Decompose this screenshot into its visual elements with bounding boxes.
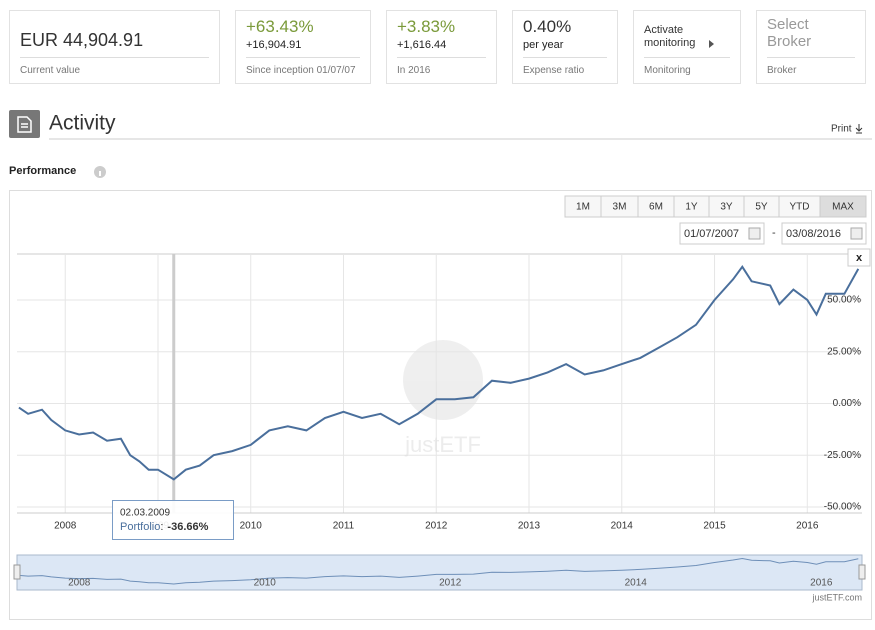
card-label: Broker — [767, 65, 797, 76]
x-tick-label: 2008 — [54, 521, 77, 532]
range-label: 3M — [613, 202, 627, 213]
card-sub: +1,616.44 — [397, 39, 447, 51]
tooltip-value: -36.66% — [167, 521, 208, 533]
x-tick-label: 2013 — [518, 521, 541, 532]
y-tick-label: -25.00% — [824, 450, 861, 461]
x-tick-label: 2011 — [333, 521, 355, 532]
navigator-label: 2014 — [625, 578, 648, 589]
navigator[interactable] — [16, 554, 863, 591]
date-to-input[interactable] — [781, 222, 867, 245]
card-sub: per year — [523, 39, 564, 51]
performance-title: Performance — [9, 165, 76, 177]
tooltip-series: Portfolio — [120, 521, 160, 533]
tooltip-body: Portfolio: -36.66% — [120, 521, 209, 533]
separator — [246, 57, 360, 58]
separator — [397, 57, 486, 58]
card-value: Select Broker — [767, 16, 812, 50]
date-from-input[interactable] — [679, 222, 765, 245]
navigator-handle[interactable] — [13, 564, 21, 580]
range-label: MAX — [832, 202, 854, 213]
card-label: Monitoring — [644, 65, 691, 76]
card-label: Since inception 01/07/07 — [246, 65, 356, 76]
date-to: 03/08/2016 — [786, 228, 841, 240]
range-label: 1Y — [685, 202, 698, 213]
broker-card[interactable]: Select Broker Broker — [756, 10, 866, 84]
document-icon — [17, 116, 32, 133]
navigator-label: 2008 — [68, 578, 91, 589]
x-tick-label: 2016 — [796, 521, 819, 532]
navigator-label: 2012 — [439, 578, 462, 589]
navigator-handle[interactable] — [858, 564, 866, 580]
close-button[interactable] — [847, 248, 871, 267]
card-label: Current value — [20, 65, 81, 76]
x-tick-label: 2014 — [611, 521, 634, 532]
grid — [17, 253, 862, 513]
card-value: +63.43% — [246, 17, 314, 36]
card-value: +3.83% — [397, 17, 456, 36]
y-tick-label: 25.00% — [827, 346, 861, 357]
range-button[interactable] — [564, 195, 602, 218]
separator — [20, 57, 209, 58]
x-tick-label: 2015 — [703, 521, 726, 532]
range-label: 3Y — [720, 202, 733, 213]
range-button[interactable] — [708, 195, 745, 218]
card-label: Expense ratio — [523, 65, 585, 76]
card-value: 0.40% — [523, 17, 572, 36]
separator — [767, 57, 855, 58]
calendar-icon — [850, 227, 863, 240]
close-label: x — [856, 252, 863, 264]
card-sub: +16,904.91 — [246, 39, 302, 51]
range-button[interactable] — [637, 195, 675, 218]
print-link[interactable]: Print — [831, 124, 852, 135]
activity-icon — [9, 110, 40, 138]
watermark-logo — [403, 340, 483, 420]
card-value: Activate monitoring — [644, 24, 696, 49]
range-button[interactable] — [778, 195, 821, 218]
navigator-label: 2010 — [254, 578, 277, 589]
x-tick-label: 2009 — [147, 521, 170, 532]
range-label: 5Y — [755, 202, 768, 213]
card-label: In 2016 — [397, 65, 431, 76]
print-icon — [855, 124, 863, 134]
date-from: 01/07/2007 — [684, 228, 739, 240]
watermark-text: justETF — [404, 432, 481, 457]
calendar-icon — [748, 227, 761, 240]
navigator-line — [18, 557, 859, 585]
card-value: EUR 44,904.91 — [20, 30, 144, 50]
x-tick-label: 2010 — [240, 521, 263, 532]
navigator-label: 2016 — [810, 578, 833, 589]
arrow-icon — [709, 40, 714, 48]
tooltip-sep: : — [160, 521, 163, 533]
card: +63.43% +16,904.91 Since inception 01/07… — [235, 10, 371, 84]
card: EUR 44,904.91 Current value — [9, 10, 220, 84]
range-label: 6M — [649, 202, 663, 213]
chart-panel — [9, 190, 872, 620]
range-button[interactable] — [819, 195, 867, 218]
separator — [523, 57, 607, 58]
watermark: justETF — [403, 340, 483, 457]
credit: justETF.com — [811, 592, 862, 602]
card: 0.40% per year Expense ratio — [512, 10, 618, 84]
y-tick-label: 0.00% — [833, 398, 861, 409]
x-tick-label: 2012 — [425, 521, 448, 532]
tooltip-date: 02.03.2009 — [120, 508, 170, 519]
section-title: Activity — [49, 112, 116, 135]
separator — [644, 57, 730, 58]
monitoring-card[interactable]: Activate monitoring Monitoring — [633, 10, 741, 84]
card: +3.83% +1,616.44 In 2016 — [386, 10, 497, 84]
info-icon-mark — [99, 171, 101, 176]
range-button[interactable] — [600, 195, 639, 218]
range-button[interactable] — [673, 195, 710, 218]
y-tick-label: -50.00% — [824, 502, 861, 513]
series-line — [18, 265, 860, 481]
date-separator: - — [772, 227, 776, 239]
info-icon — [94, 166, 106, 178]
y-tick-label: 50.00% — [827, 295, 861, 306]
range-label: 1M — [576, 202, 590, 213]
range-label: YTD — [790, 202, 810, 213]
range-button[interactable] — [743, 195, 780, 218]
tooltip — [112, 500, 234, 540]
